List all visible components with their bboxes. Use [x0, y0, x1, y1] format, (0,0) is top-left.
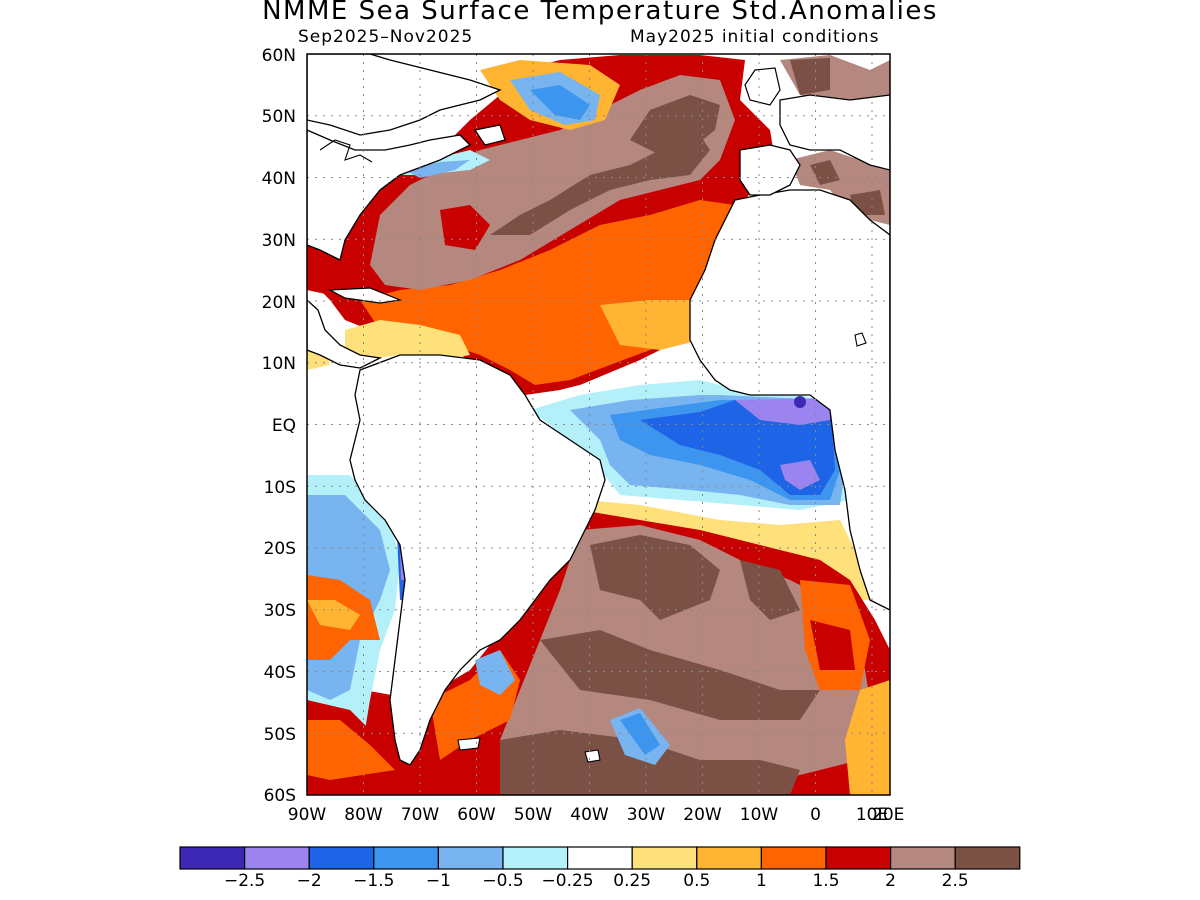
central-america-land: [307, 299, 383, 369]
colorbar-label: 1: [756, 871, 767, 891]
colorbar: −2.5 −2 −1.5 −1 −0.5 −0.25 0.25 0.5 1 1.5 2 2.5: [179, 846, 1021, 891]
colorbar-swatch: [502, 846, 569, 870]
lon-tick-80w: 80W: [344, 805, 383, 825]
south-atlantic-brown-dark: [590, 535, 720, 620]
longitude-axis: 90W 80W 70W 60W 50W 40W 30W 20W 10W 0 10…: [288, 805, 905, 825]
colorbar-swatch: [631, 846, 698, 870]
north-atlantic-light-orange: [600, 300, 700, 350]
newfoundland-land: [474, 124, 506, 146]
north-atlantic-brown-dark: [490, 120, 710, 235]
colorbar-swatch: [179, 846, 246, 870]
south-atlantic-red-east: [810, 620, 855, 670]
latitude-axis: 60N 50N 40N 30N 20N 10N EQ 10S 20S 30S 4…: [262, 46, 296, 806]
south-atlantic-brown-dark-3: [740, 560, 800, 620]
colorbar-swatch: [889, 846, 956, 870]
anomaly-field: [307, 54, 890, 795]
falklands-land: [457, 737, 481, 751]
gulf-stream-cold-2: [405, 160, 470, 178]
mediterranean-dark: [810, 160, 885, 215]
lat-tick-20s: 20S: [264, 539, 296, 559]
north-sea-dark: [790, 58, 830, 95]
initial-conditions: May2025 initial conditions: [630, 27, 880, 47]
colorbar-label: −0.5: [482, 871, 523, 891]
lon-tick-90w: 90W: [288, 805, 327, 825]
lat-tick-30s: 30S: [264, 601, 296, 621]
lat-tick-20n: 20N: [262, 293, 296, 313]
lon-tick-30w: 30W: [627, 805, 666, 825]
south-tip-yellow: [845, 680, 890, 795]
lat-tick-60s: 60S: [264, 786, 296, 806]
gulf-of-mexico-warm: [307, 240, 370, 295]
british-isles-land: [744, 67, 781, 106]
map-title: NMME Sea Surface Temperature Std.Anomali…: [262, 0, 938, 26]
lat-tick-50n: 50N: [262, 107, 296, 127]
colorbar-label: 2: [885, 871, 896, 891]
colorbar-label: −1.5: [353, 871, 394, 891]
colorbar-swatch: [566, 846, 633, 870]
colorbar-swatch: [825, 846, 892, 870]
lat-tick-40s: 40S: [264, 663, 296, 683]
colorbar-swatch: [954, 846, 1021, 870]
north-america-east-land: [307, 129, 472, 261]
colorbar-swatch: [760, 846, 827, 870]
gulf-of-guinea-purple: [735, 398, 830, 425]
lat-tick-60n: 60N: [262, 46, 296, 66]
lon-tick-10w: 10W: [740, 805, 779, 825]
colorbar-swatch: [437, 846, 504, 870]
patagonia-cold: [475, 650, 515, 695]
labrador-colder: [530, 85, 590, 120]
lon-tick-60w: 60W: [457, 805, 496, 825]
africa-land: [689, 189, 890, 611]
colorbar-swatch: [244, 846, 310, 870]
south-america-land: [349, 354, 606, 766]
colorbar-label: −2: [297, 871, 322, 891]
lon-tick-20w: 20W: [683, 805, 722, 825]
cuba-land: [327, 287, 403, 304]
southeast-pacific-orange-bottom: [307, 720, 395, 780]
iberia-land: [739, 144, 801, 196]
great-lakes: [319, 139, 373, 163]
caribbean-light: [345, 320, 470, 360]
madagascar-edge: [854, 332, 867, 347]
lat-tick-10s: 10S: [264, 478, 296, 498]
south-atlantic-brown-dark-2: [540, 630, 820, 720]
gulf-of-guinea-extreme: [794, 396, 806, 408]
europe-land: [779, 94, 890, 171]
lat-tick-50s: 50S: [264, 725, 296, 745]
lat-tick-eq: EQ: [272, 416, 296, 436]
gulf-of-guinea-purple-2: [780, 460, 820, 490]
colorbar-swatch: [308, 846, 375, 870]
colorbar-label: −1: [426, 871, 451, 891]
colorbar-label: 0.5: [683, 871, 710, 891]
lon-tick-10e: 10E: [856, 805, 888, 825]
lon-tick-20e: 20E: [872, 805, 904, 825]
lon-tick-0: 0: [810, 805, 821, 825]
map-frame: [306, 53, 891, 796]
lon-tick-70w: 70W: [401, 805, 440, 825]
forecast-period: Sep2025–Nov2025: [298, 27, 474, 47]
lon-tick-40w: 40W: [570, 805, 609, 825]
colorbar-label: −2.5: [224, 871, 265, 891]
colorbar-swatch: [373, 846, 439, 870]
lat-tick-10n: 10N: [262, 354, 296, 374]
lat-tick-30n: 30N: [262, 231, 296, 251]
southeast-pacific-yellow-south: [307, 600, 360, 630]
colorbar-swatch: [696, 846, 762, 870]
colorbar-label: 1.5: [812, 871, 839, 891]
lon-tick-50w: 50W: [514, 805, 553, 825]
south-georgia-land: [584, 749, 601, 763]
colorbar-label: 0.25: [613, 871, 651, 891]
north-atlantic-brown-dark-2: [630, 95, 720, 155]
map-grid: [307, 54, 890, 795]
colorbar-label: −0.25: [542, 871, 594, 891]
colorbar-label: 2.5: [942, 871, 969, 891]
south-atlantic-cold-south-2: [620, 713, 660, 755]
lat-tick-40n: 40N: [262, 169, 296, 189]
north-america-land: [307, 54, 502, 136]
